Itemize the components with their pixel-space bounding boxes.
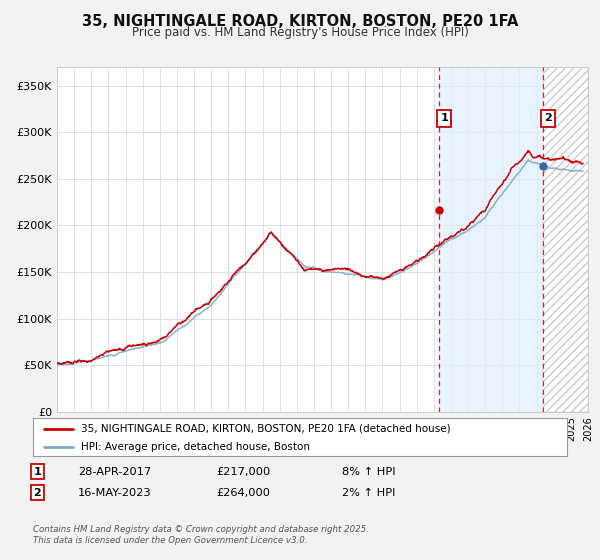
Text: 28-APR-2017: 28-APR-2017 — [78, 466, 151, 477]
Text: 35, NIGHTINGALE ROAD, KIRTON, BOSTON, PE20 1FA (detached house): 35, NIGHTINGALE ROAD, KIRTON, BOSTON, PE… — [81, 424, 451, 434]
Text: 2: 2 — [34, 488, 41, 498]
Bar — [543, 67, 588, 412]
Text: 2% ↑ HPI: 2% ↑ HPI — [342, 488, 395, 498]
Text: Price paid vs. HM Land Registry's House Price Index (HPI): Price paid vs. HM Land Registry's House … — [131, 26, 469, 39]
Text: 8% ↑ HPI: 8% ↑ HPI — [342, 466, 395, 477]
Text: 35, NIGHTINGALE ROAD, KIRTON, BOSTON, PE20 1FA: 35, NIGHTINGALE ROAD, KIRTON, BOSTON, PE… — [82, 14, 518, 29]
Text: £264,000: £264,000 — [216, 488, 270, 498]
Bar — [439, 67, 543, 412]
Text: Contains HM Land Registry data © Crown copyright and database right 2025.
This d: Contains HM Land Registry data © Crown c… — [33, 525, 369, 545]
Text: £217,000: £217,000 — [216, 466, 270, 477]
Text: 1: 1 — [440, 113, 448, 123]
Text: 1: 1 — [34, 466, 41, 477]
Text: HPI: Average price, detached house, Boston: HPI: Average price, detached house, Bost… — [81, 442, 310, 452]
Text: 16-MAY-2023: 16-MAY-2023 — [78, 488, 152, 498]
Text: 2: 2 — [544, 113, 552, 123]
